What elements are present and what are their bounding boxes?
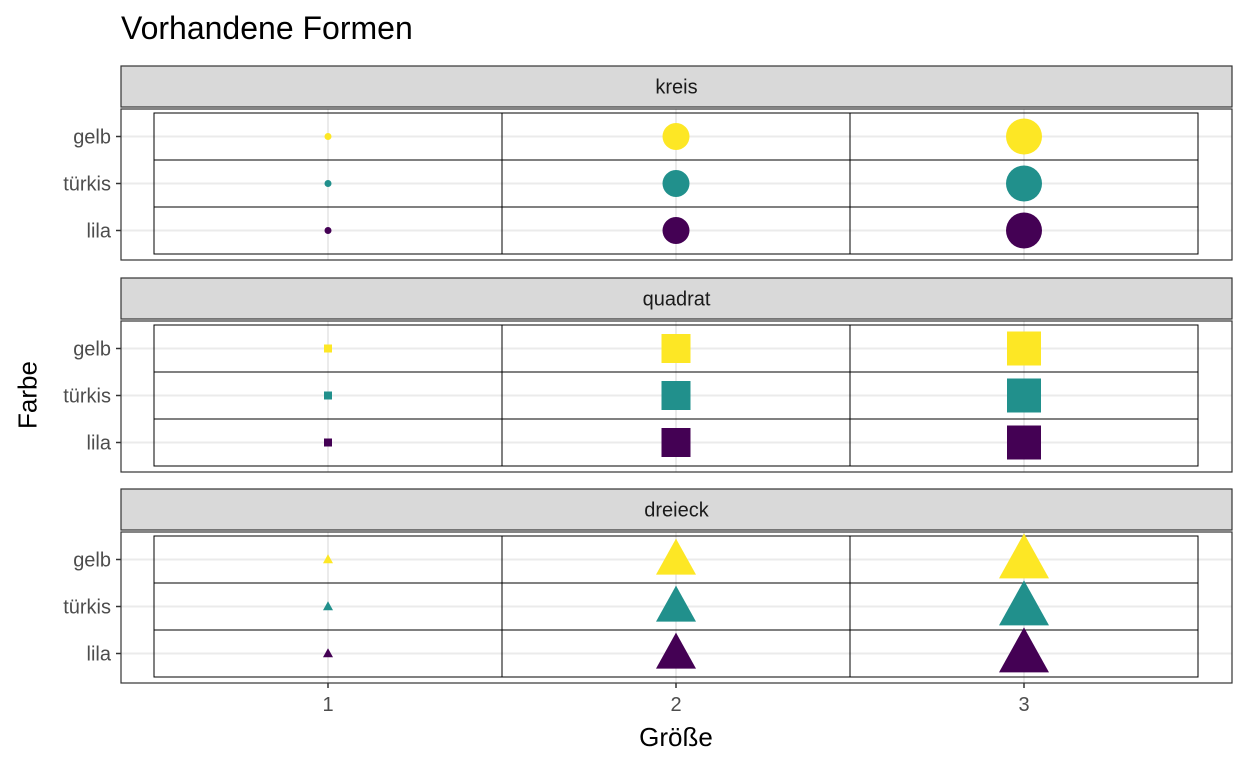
panel-border	[120, 108, 1233, 261]
point-triangle	[323, 648, 333, 658]
point-triangle	[999, 627, 1049, 673]
point-circle	[1006, 212, 1042, 249]
point-circle	[1006, 118, 1042, 155]
y-tick-label: lila	[87, 644, 112, 666]
point-square	[324, 438, 332, 447]
x-tick-label: 2	[670, 694, 681, 716]
point-circle	[662, 170, 690, 197]
panel-border	[120, 320, 1233, 473]
y-tick-label: gelb	[73, 127, 111, 149]
point-square	[1007, 331, 1041, 366]
y-tick-label: gelb	[73, 550, 111, 572]
point-square	[1007, 425, 1041, 460]
x-tick-label: 3	[1018, 694, 1029, 716]
point-triangle	[999, 580, 1049, 626]
y-tick-label: gelb	[73, 339, 111, 361]
point-square	[661, 381, 691, 410]
x-tick-label: 1	[322, 694, 333, 716]
point-triangle	[323, 554, 333, 564]
point-triangle	[323, 601, 333, 611]
title: Vorhandene Formen	[121, 10, 413, 46]
facet-strip-label: quadrat	[643, 289, 711, 311]
point-circle	[1006, 165, 1042, 202]
point-square	[661, 428, 691, 457]
tile	[849, 418, 1199, 467]
point-triangle	[656, 632, 696, 669]
point-square	[324, 391, 332, 400]
point-circle	[662, 217, 690, 244]
facet-strip-label: kreis	[655, 77, 697, 99]
facet-strip	[120, 488, 1233, 531]
point-triangle	[656, 538, 696, 575]
point-square	[324, 344, 332, 353]
tile	[849, 206, 1199, 255]
point-circle	[324, 227, 332, 234]
x-axis-title: Größe	[639, 722, 713, 752]
point-square	[661, 334, 691, 363]
y-tick-label: türkis	[63, 386, 111, 408]
point-triangle	[999, 533, 1049, 579]
facet-strip	[120, 277, 1233, 320]
facet-strip-label: dreieck	[644, 500, 709, 522]
point-circle	[662, 123, 690, 150]
y-tick-label: türkis	[63, 174, 111, 196]
point-triangle	[656, 585, 696, 622]
point-square	[1007, 378, 1041, 413]
y-tick-label: lila	[87, 221, 112, 243]
point-circle	[324, 180, 332, 187]
y-tick-label: türkis	[63, 597, 111, 619]
facet-strip	[120, 65, 1233, 108]
y-tick-label: lila	[87, 433, 112, 455]
point-circle	[324, 133, 332, 140]
